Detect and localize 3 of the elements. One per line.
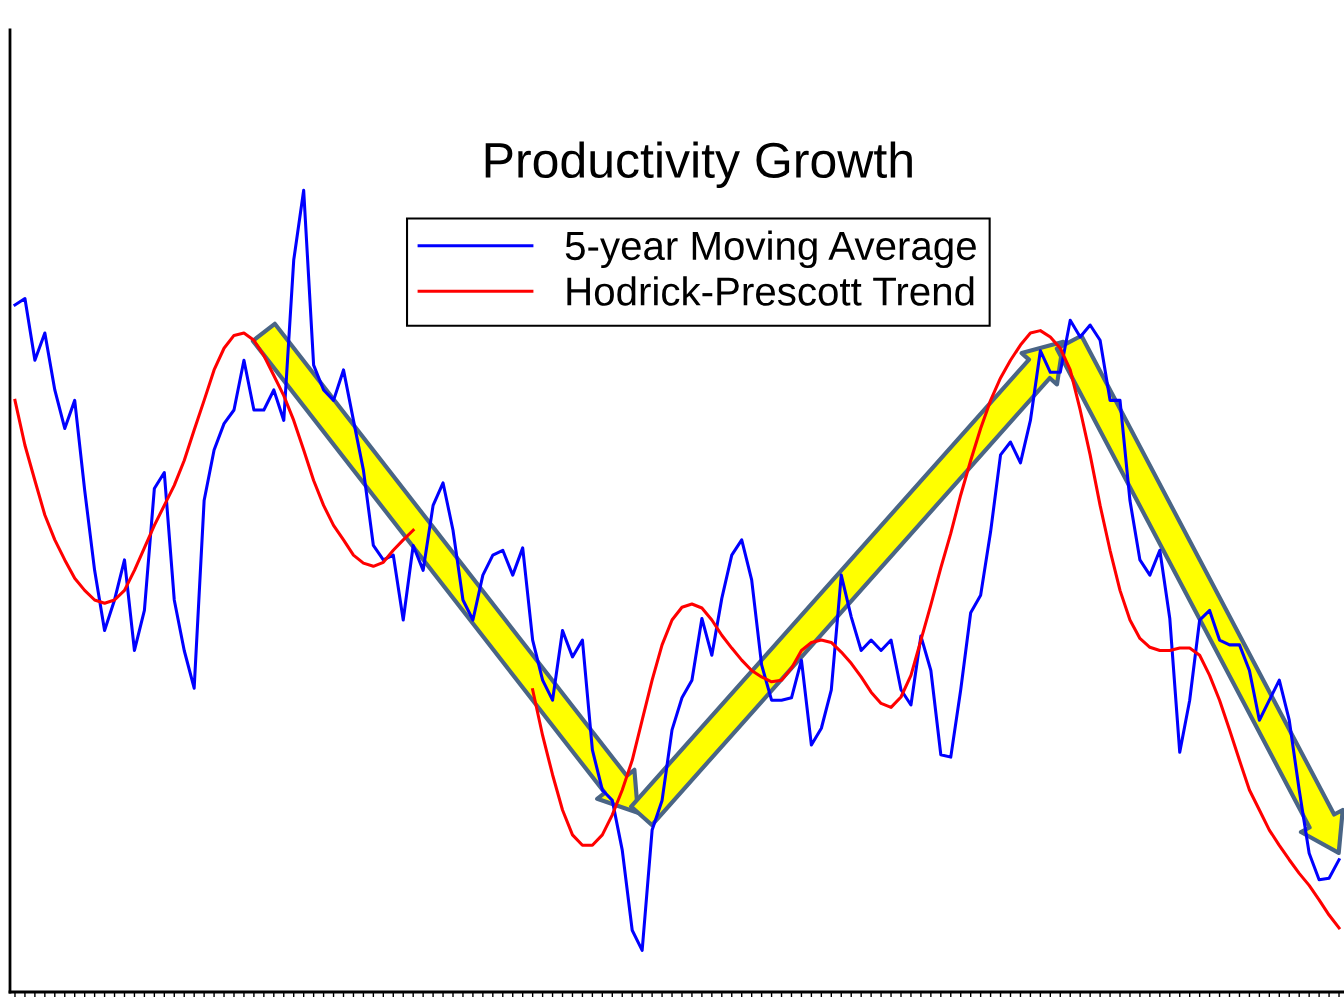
chart-title: Productivity Growth	[485, 141, 912, 188]
legend-label: Hodrick-Prescott Trend	[567, 276, 974, 306]
legend-label: 5-year Moving Average	[565, 230, 976, 269]
